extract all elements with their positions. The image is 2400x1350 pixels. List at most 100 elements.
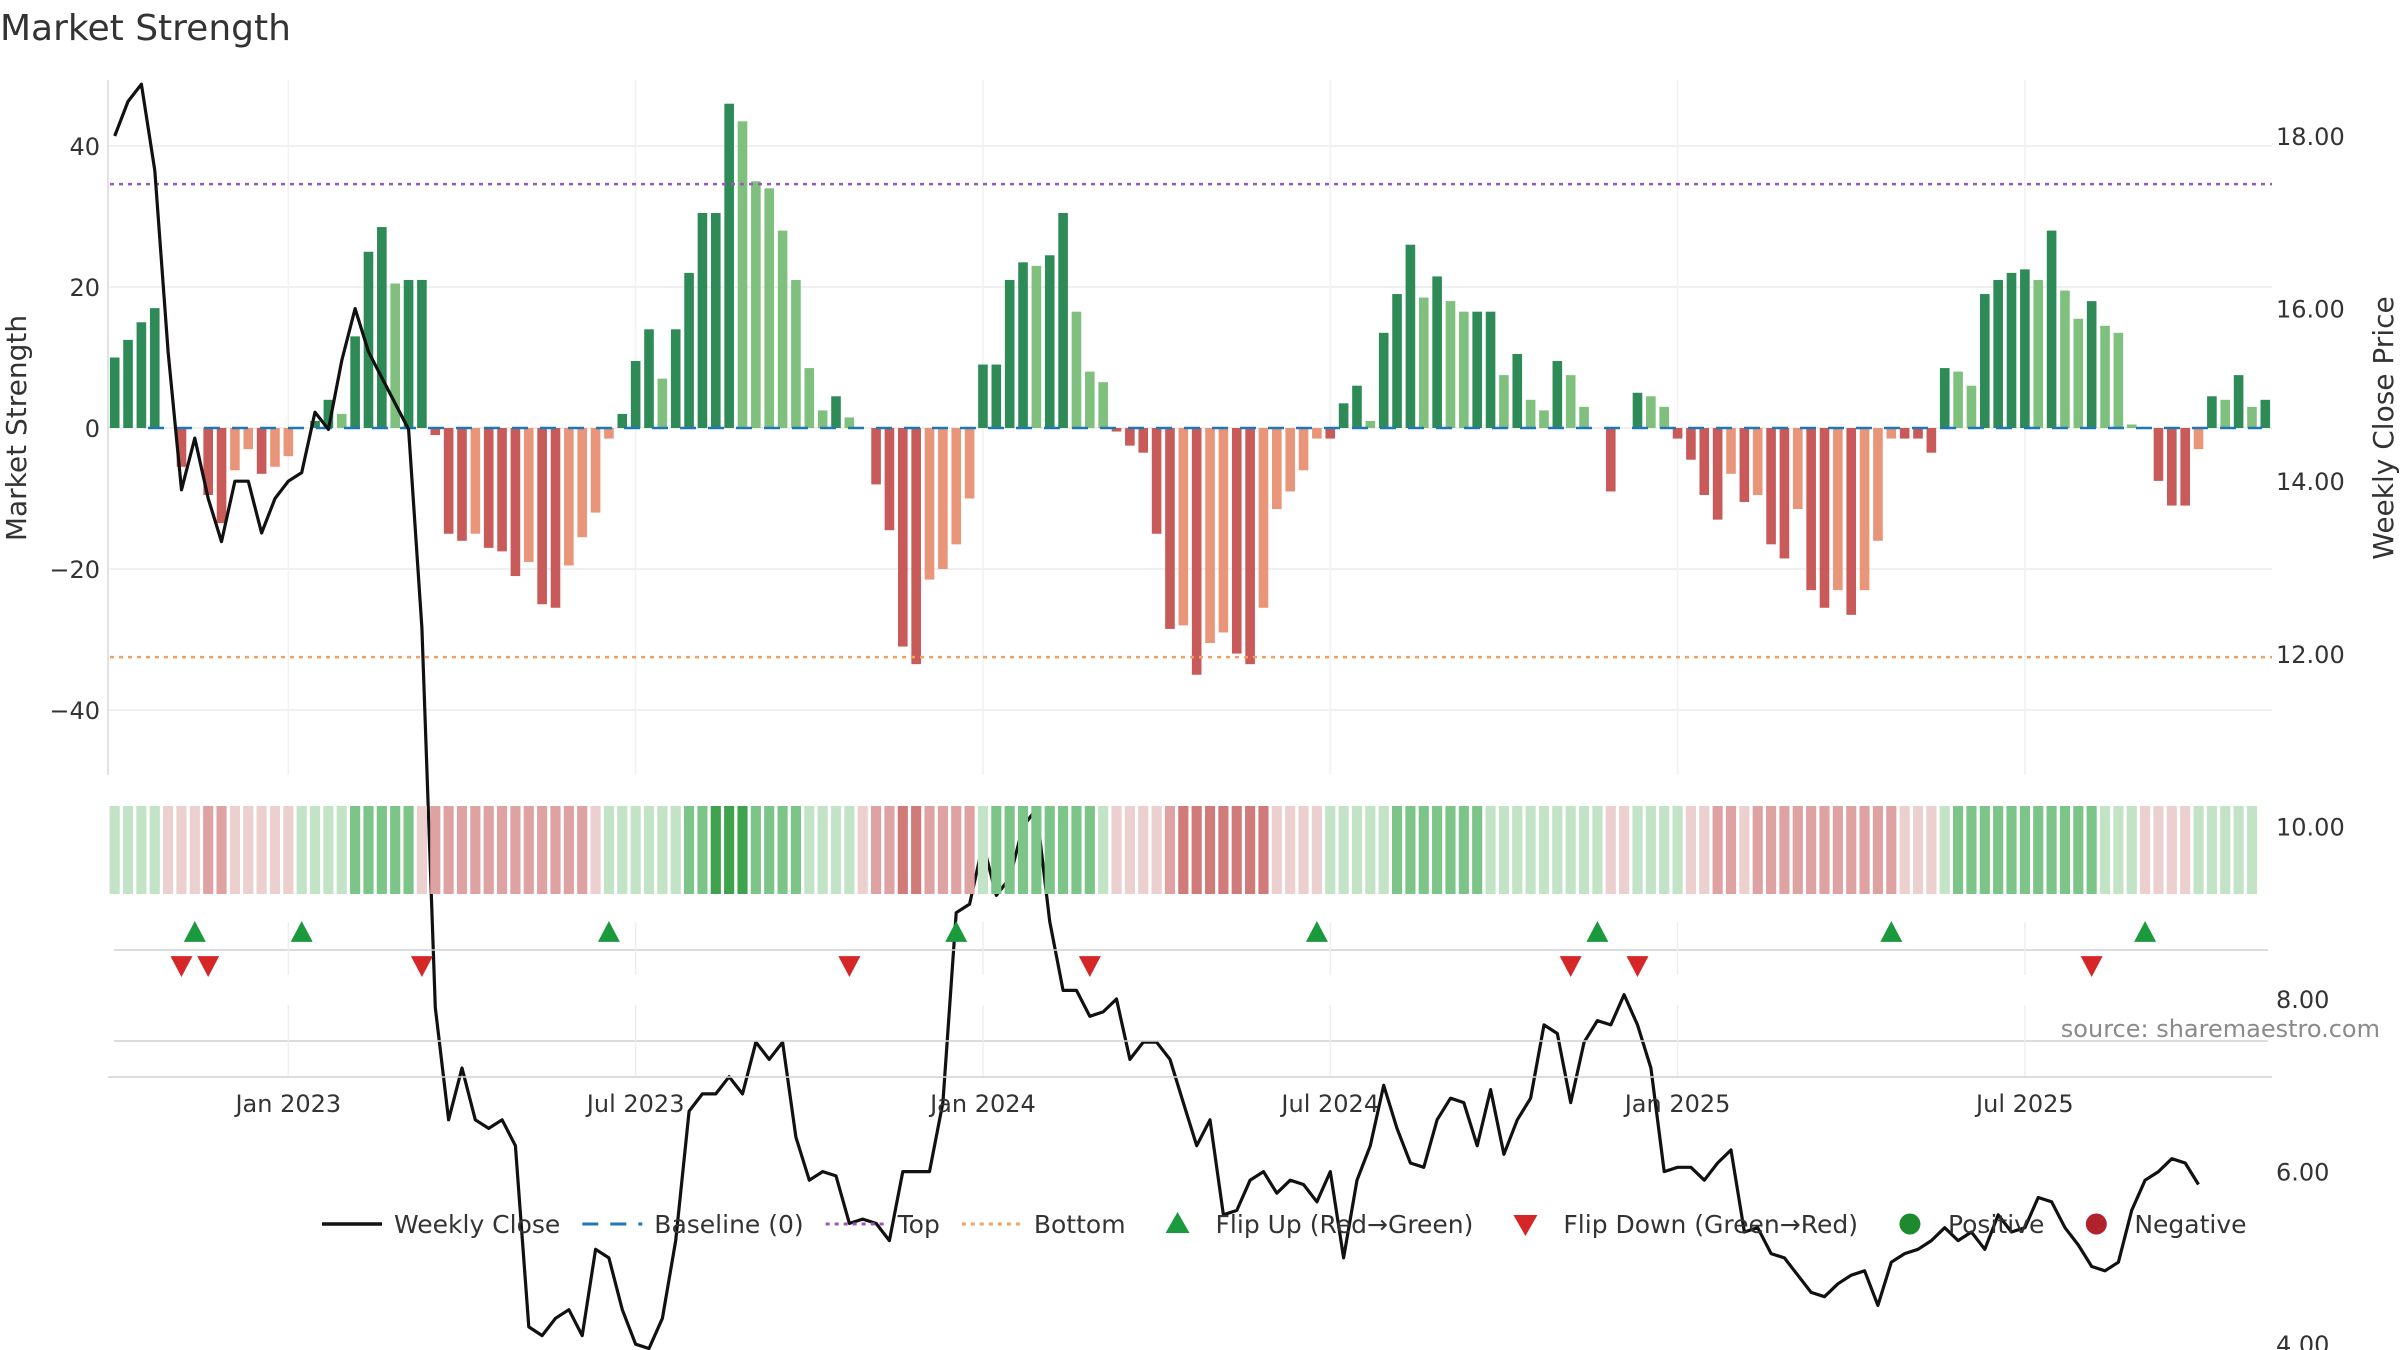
strength-bar [1512, 353, 1523, 428]
band-cell [1191, 806, 1202, 894]
band-cell [1391, 806, 1403, 894]
strength-bar [1779, 428, 1790, 559]
band-cell [884, 806, 895, 894]
strength-bar [1231, 428, 1242, 654]
strength-bar [2220, 399, 2231, 428]
strength-bar [724, 103, 734, 428]
band-cell [483, 806, 494, 894]
band-cell [603, 806, 615, 894]
strength-bar [377, 227, 387, 428]
strength-bar [1325, 428, 1336, 439]
strength-bar [684, 272, 694, 428]
legend: Weekly Close Baseline (0) Top Bottom Flip Up… [322, 1210, 2247, 1239]
legend-label: Top [897, 1210, 940, 1239]
band-cell [122, 806, 134, 894]
band-cell [136, 806, 147, 894]
y-left-tick-label: 20 [69, 274, 100, 302]
strength-bar [1258, 428, 1269, 608]
band-cell [1739, 806, 1750, 894]
strength-bar [1058, 212, 1068, 428]
band-cell [1258, 806, 1269, 894]
band-cell [1632, 806, 1643, 894]
strength-bar [1565, 375, 1576, 428]
strength-bar [1165, 428, 1175, 629]
strength-bar [911, 428, 921, 665]
strength-bar [2260, 399, 2271, 428]
band-cell [2059, 806, 2071, 894]
band-cell [229, 806, 240, 894]
legend-item: Weekly Close [322, 1210, 560, 1239]
band-cell [2180, 806, 2191, 894]
band-cell [1031, 806, 1042, 894]
flip-up-marker [183, 921, 206, 942]
strength-bar [1846, 428, 1857, 615]
band-cell [1899, 806, 1910, 894]
band-cell [777, 806, 788, 894]
strength-bar [1338, 403, 1349, 428]
band-cell [1071, 806, 1082, 894]
legend-label: Bottom [1034, 1210, 1126, 1239]
band-cell [1752, 806, 1763, 894]
legend-item: Positive [1899, 1210, 2044, 1239]
strength-bar [323, 399, 334, 428]
axes: 40 20 0 −20 −40 Market Strength Weekly Close P… [0, 80, 2400, 1350]
band-cell [336, 806, 347, 894]
legend-label: Negative [2134, 1210, 2246, 1239]
strength-bar [1071, 311, 1082, 428]
chart-title: Market Strength [0, 8, 291, 49]
strength-bar [1499, 375, 1509, 428]
band-cell [1044, 806, 1055, 894]
band-cell [804, 806, 815, 894]
band-cell [189, 806, 200, 894]
strength-bar [1712, 428, 1723, 520]
band-cell [617, 806, 628, 894]
y-right-tick-label: 16.00 [2276, 296, 2345, 324]
strength-bar [1111, 428, 1122, 432]
band-cell [710, 806, 721, 894]
strength-bar [564, 428, 574, 566]
strength-bar [817, 410, 828, 428]
flip-up-marker [945, 921, 968, 942]
weekly-close-line [113, 82, 2200, 1350]
strength-bar [149, 308, 160, 428]
y-right-tick-label: 12.00 [2276, 641, 2345, 669]
strength-bar [871, 428, 881, 485]
band-cell [2206, 806, 2217, 894]
band-cell [1178, 806, 1189, 894]
strength-bar [1659, 406, 1670, 428]
strength-bar [1632, 392, 1643, 428]
strength-bar [1191, 428, 1202, 675]
flip-down-marker [197, 956, 220, 977]
strength-bar [443, 428, 454, 534]
legend-item: Bottom [961, 1210, 1126, 1239]
band-cell [951, 806, 962, 894]
strength-bar [1205, 428, 1215, 644]
y-right-tick-label: 10.00 [2276, 813, 2345, 841]
strength-bar [1539, 410, 1549, 428]
band-cell [2033, 806, 2044, 894]
band-cell [924, 806, 935, 894]
band-cell [1966, 806, 1977, 894]
source-credit: source: sharemaestro.com [2060, 1015, 2380, 1043]
strength-bar [978, 364, 988, 428]
band-cell [764, 806, 775, 894]
band-cell [1592, 806, 1603, 894]
band-cell [977, 806, 989, 894]
strength-bar [1899, 428, 1910, 439]
strength-bar [1472, 311, 1483, 428]
band-cell [1432, 806, 1443, 894]
band-cell [203, 806, 214, 894]
strength-bar [203, 428, 213, 495]
strength-bar [1939, 368, 1950, 428]
band-cell [1485, 806, 1496, 894]
band-cell [403, 806, 414, 894]
strength-bar [1298, 428, 1309, 471]
band-cell [857, 806, 868, 894]
band-cell [844, 806, 855, 894]
band-cell [2099, 806, 2111, 894]
strength-bar [1579, 406, 1589, 428]
strength-bar [1646, 396, 1656, 428]
strength-bar [470, 428, 481, 534]
strength-bar [1686, 428, 1696, 460]
band-cell [563, 806, 574, 894]
